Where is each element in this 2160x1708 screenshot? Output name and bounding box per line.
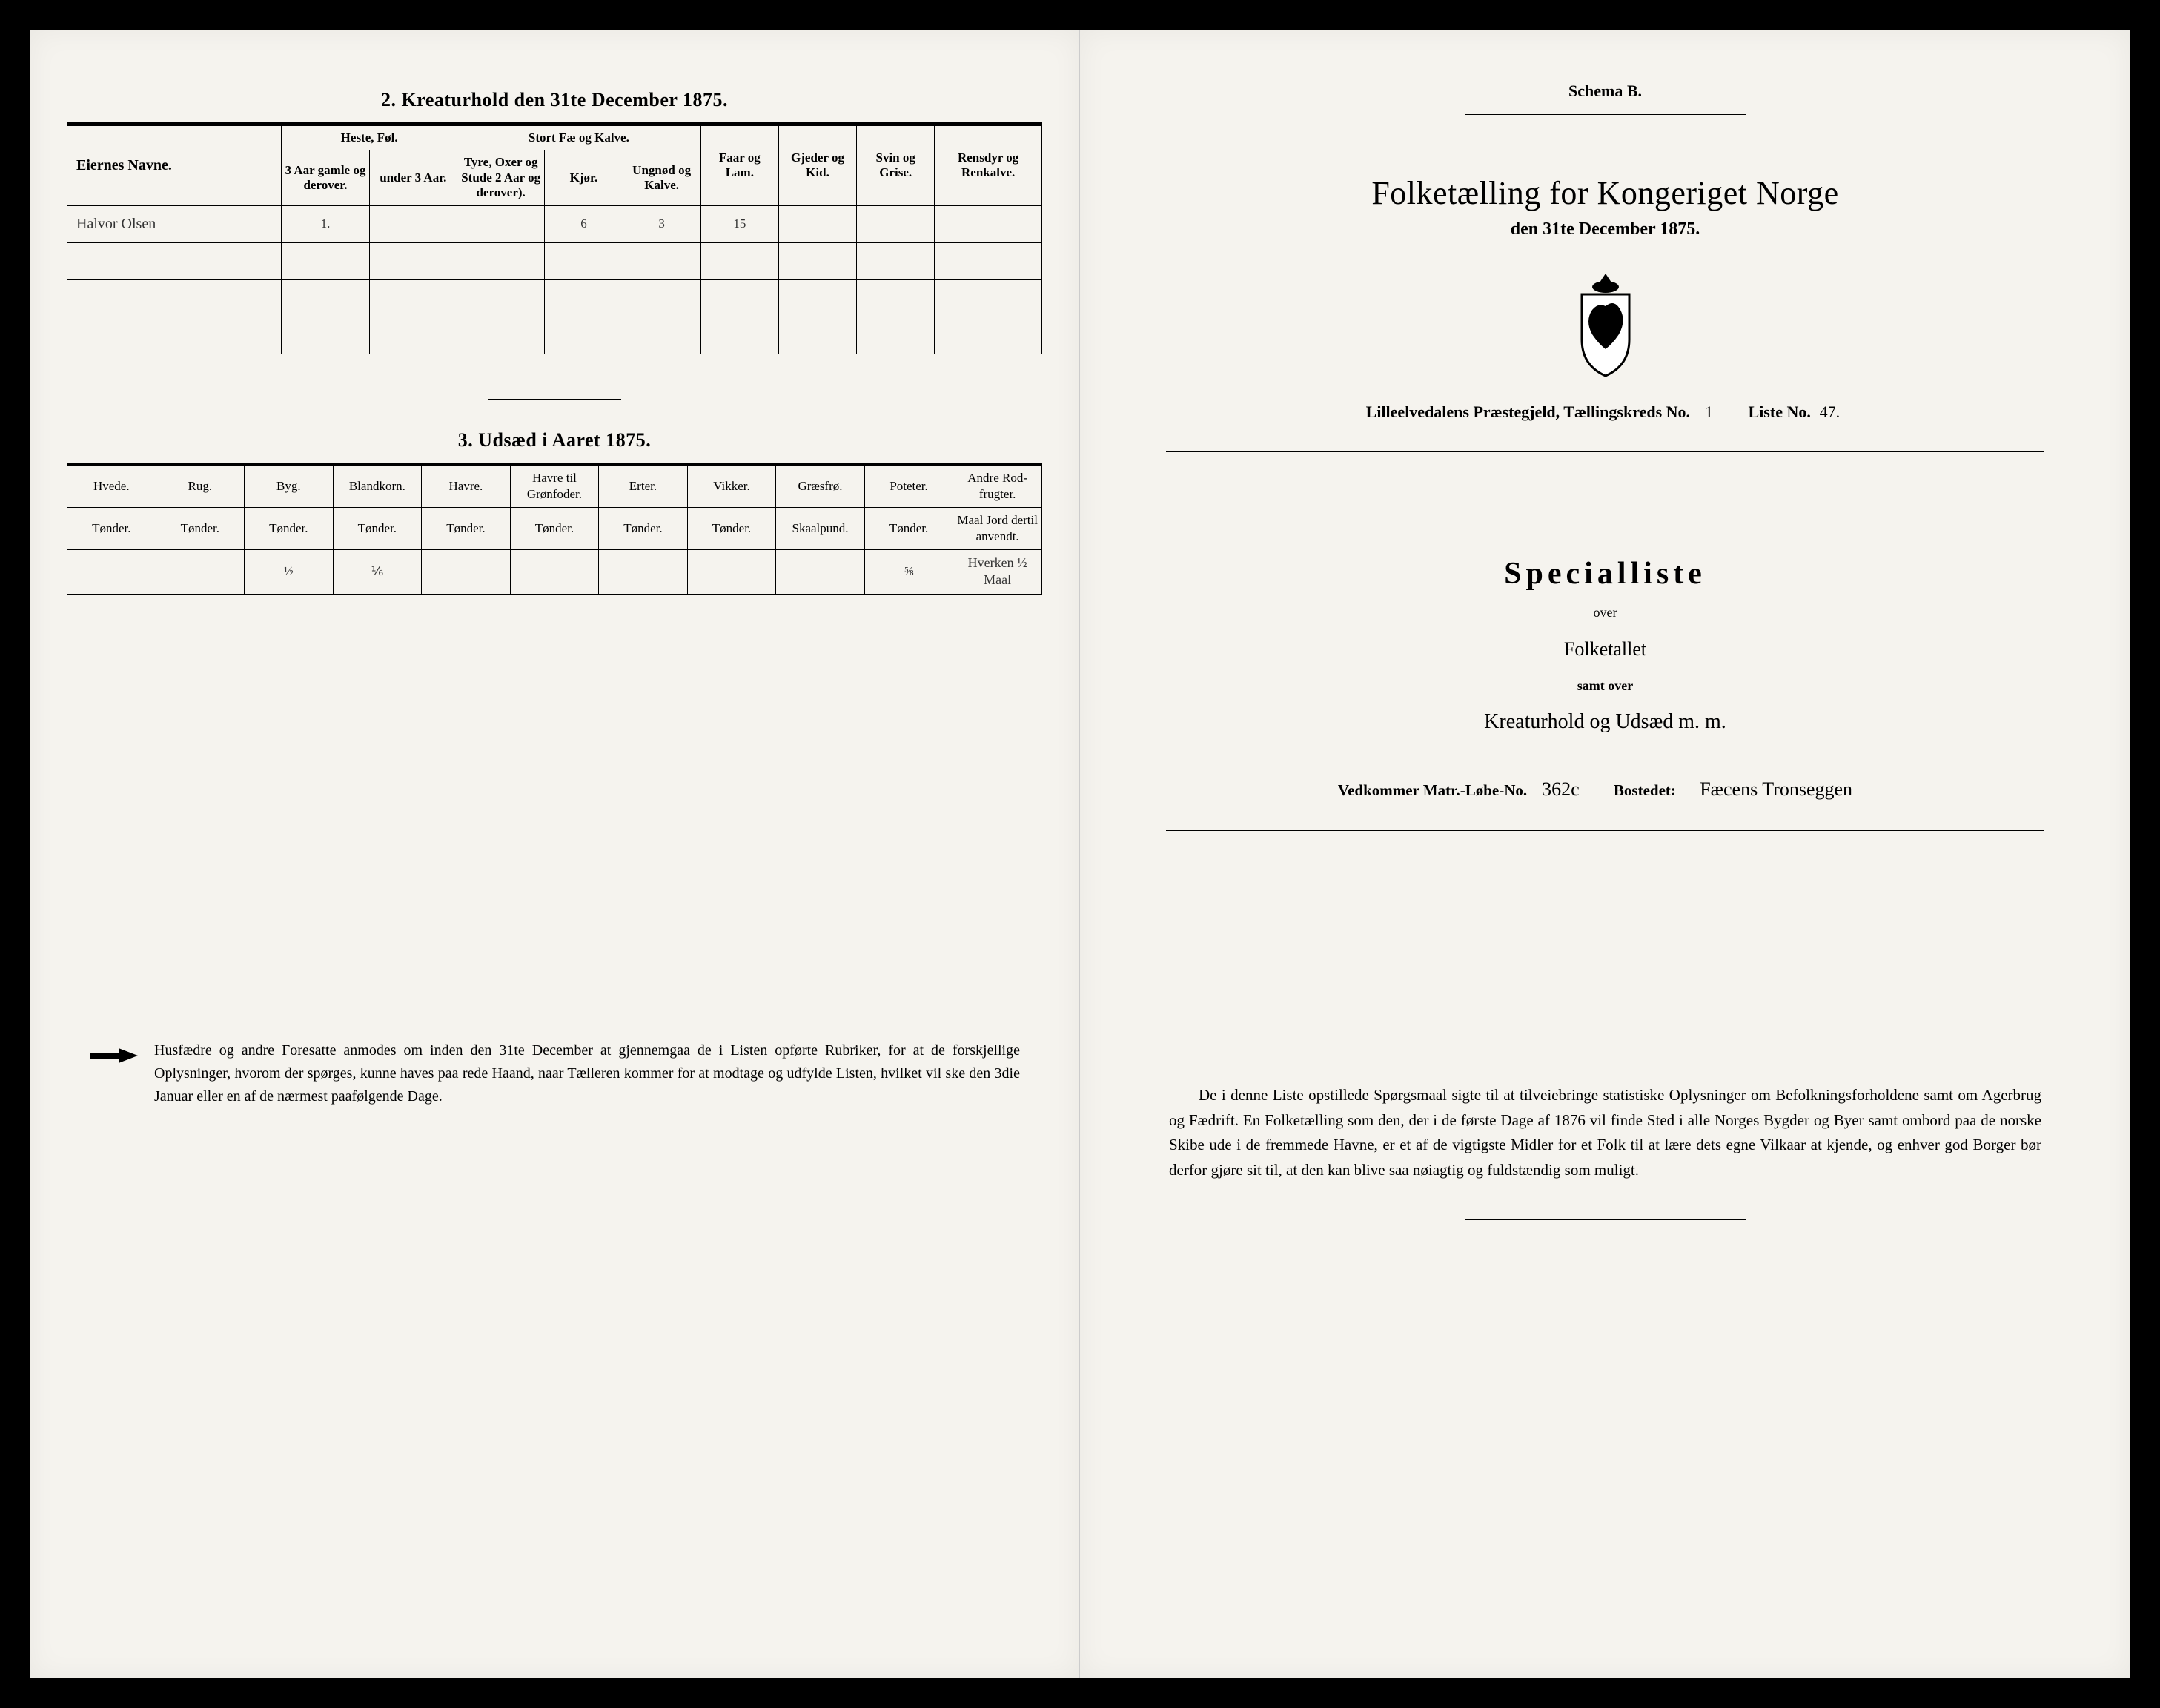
th-eier: Eiernes Navne. xyxy=(67,126,282,206)
cell: ⅝ xyxy=(864,549,953,594)
rule xyxy=(1166,451,2044,452)
th: Tønder. xyxy=(156,507,245,549)
bostedet-label: Bostedet: xyxy=(1614,781,1676,799)
table-row xyxy=(67,317,1042,354)
rule xyxy=(1166,830,2044,831)
th-stort-c: Ungnød og Kalve. xyxy=(623,150,700,205)
th: Tønder. xyxy=(245,507,334,549)
th-svin: Svin og Grise. xyxy=(857,126,935,206)
cell xyxy=(687,549,776,594)
th: Tønder. xyxy=(422,507,511,549)
th-ren: Rensdyr og Renkalve. xyxy=(935,126,1042,206)
cell: 1. xyxy=(282,205,369,242)
th: Tønder. xyxy=(510,507,599,549)
cell: ⅙ xyxy=(333,549,422,594)
rule xyxy=(488,399,621,400)
cell xyxy=(369,205,457,242)
th: Græsfrø. xyxy=(776,464,865,508)
cell xyxy=(422,549,511,594)
th-stort: Stort Fæ og Kalve. xyxy=(457,126,701,150)
table-row: Halvor Olsen 1. 6 3 15 xyxy=(67,205,1042,242)
rule xyxy=(1465,1219,1746,1220)
bostedet-value: Fæcens Tronseggen xyxy=(1680,778,1872,801)
th-heste: Heste, Føl. xyxy=(282,126,457,150)
cell xyxy=(599,549,688,594)
section2-title: 2. Kreaturhold den 31te December 1875. xyxy=(67,89,1042,111)
th: Tønder. xyxy=(599,507,688,549)
th-stort-b: Kjør. xyxy=(545,150,623,205)
main-title: Folketælling for Kongeriget Norge xyxy=(1117,174,2093,212)
th: Skaalpund. xyxy=(776,507,865,549)
cell xyxy=(67,549,156,594)
cell xyxy=(156,549,245,594)
table-row xyxy=(67,242,1042,279)
kreatur-label: Kreaturhold og Udsæd m. m. xyxy=(1117,710,2093,734)
th: Blandkorn. xyxy=(333,464,422,508)
th-heste-b: under 3 Aar. xyxy=(369,150,457,205)
parish-line: Lilleelvedalens Præstegjeld, Tællingskre… xyxy=(1117,403,2093,422)
udsaed-table: Hvede. Rug. Byg. Blandkorn. Havre. Havre… xyxy=(67,463,1042,595)
cell: 3 xyxy=(623,205,700,242)
th: Tønder. xyxy=(67,507,156,549)
th: Tønder. xyxy=(333,507,422,549)
left-page: 2. Kreaturhold den 31te December 1875. E… xyxy=(30,30,1080,1678)
th: Hvede. xyxy=(67,464,156,508)
rule xyxy=(1465,114,1746,115)
footnote-right: De i denne Liste opstillede Spørgsmaal s… xyxy=(1117,1083,2093,1182)
liste-no: 47. xyxy=(1815,403,1844,422)
th: Andre Rod-frugter. xyxy=(953,464,1042,508)
footnote-left: Husfædre og andre Foresatte anmodes om i… xyxy=(67,1039,1042,1108)
th: Erter. xyxy=(599,464,688,508)
cell xyxy=(857,205,935,242)
schema-label: Schema B. xyxy=(1117,82,2093,101)
cell: 15 xyxy=(700,205,778,242)
th: Vikker. xyxy=(687,464,776,508)
vedk-label: Vedkommer Matr.-Løbe-No. xyxy=(1338,781,1527,799)
th-stort-a: Tyre, Oxer og Stude 2 Aar og derover). xyxy=(457,150,545,205)
cell xyxy=(778,205,856,242)
th-faar: Faar og Lam. xyxy=(700,126,778,206)
liste-label: Liste No. xyxy=(1749,403,1811,421)
matr-no: 362c xyxy=(1531,778,1590,801)
document-spread: 2. Kreaturhold den 31te December 1875. E… xyxy=(30,30,2130,1678)
cell xyxy=(935,205,1042,242)
th: Tønder. xyxy=(687,507,776,549)
cell xyxy=(776,549,865,594)
cell: 6 xyxy=(545,205,623,242)
th: Maal Jord dertil anvendt. xyxy=(953,507,1042,549)
table-row xyxy=(67,279,1042,317)
coat-of-arms-icon xyxy=(1561,269,1650,380)
samt-label: samt over xyxy=(1117,678,2093,694)
kreds-no: 1 xyxy=(1694,403,1724,422)
th: Byg. xyxy=(245,464,334,508)
pointing-hand-icon xyxy=(89,1042,141,1069)
parish-prefix: Lilleelvedalens Præstegjeld, Tællingskre… xyxy=(1366,403,1690,421)
th: Tønder. xyxy=(864,507,953,549)
over-label: over xyxy=(1117,605,2093,620)
th-heste-a: 3 Aar gamle og derover. xyxy=(282,150,369,205)
folketallet-label: Folketallet xyxy=(1117,638,2093,661)
th: Poteter. xyxy=(864,464,953,508)
footnote-text: Husfædre og andre Foresatte anmodes om i… xyxy=(154,1039,1020,1108)
th-gjeder: Gjeder og Kid. xyxy=(778,126,856,206)
right-page: Schema B. Folketælling for Kongeriget No… xyxy=(1080,30,2130,1678)
section3-title: 3. Udsæd i Aaret 1875. xyxy=(67,429,1042,451)
th: Havre til Grønfoder. xyxy=(510,464,599,508)
cell: Hverken ½ Maal xyxy=(953,549,1042,594)
cell xyxy=(457,205,545,242)
cell xyxy=(510,549,599,594)
th: Havre. xyxy=(422,464,511,508)
cell: ½ xyxy=(245,549,334,594)
table-row: ½ ⅙ ⅝ Hverken ½ Maal xyxy=(67,549,1042,594)
vedkommer-line: Vedkommer Matr.-Løbe-No. 362c Bostedet: … xyxy=(1117,778,2093,801)
th: Rug. xyxy=(156,464,245,508)
census-date: den 31te December 1875. xyxy=(1117,219,2093,239)
kreaturhold-table: Eiernes Navne. Heste, Føl. Stort Fæ og K… xyxy=(67,125,1042,354)
specialliste-heading: Specialliste xyxy=(1117,556,2093,592)
cell-eier: Halvor Olsen xyxy=(67,205,282,242)
